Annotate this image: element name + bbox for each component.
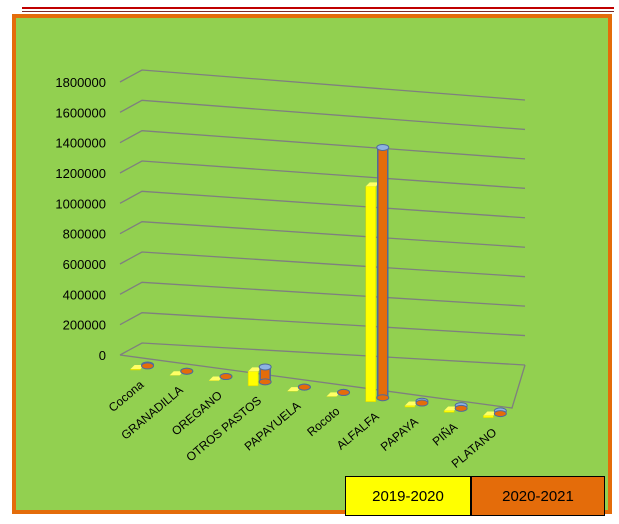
gridlines (119, 69, 526, 409)
x-tick-label: PAPAYA (378, 415, 421, 454)
gridline (119, 342, 526, 366)
chart-frame (12, 14, 612, 514)
legend-label-2020-2021: 2020-2021 (502, 487, 574, 505)
bar-2020-2021-PIÑA (454, 402, 468, 412)
bar-2020-2021-PLATANO (493, 407, 507, 418)
bar-2019-2020-PLATANO (483, 411, 498, 418)
gridline (119, 312, 526, 337)
gridline (119, 251, 526, 278)
bar-2019-2020-Cocona (130, 365, 145, 371)
gridline (119, 69, 526, 101)
legend-label-2019-2020: 2019-2020 (372, 487, 444, 505)
y-tick-label: 1000000 (55, 196, 106, 211)
legend-item-2020-2021: 2020-2021 (471, 476, 605, 516)
bar-2020-2021-Cocona (141, 361, 155, 370)
bar-2019-2020-GRANADILLA (169, 371, 184, 376)
bar-2019-2020-OTROS PASTOS (247, 367, 263, 387)
gridline (119, 160, 526, 189)
bar-2020-2021-ALFALFA (376, 143, 390, 402)
bar-2020-2021-OREGANO (219, 373, 233, 381)
bars (130, 143, 507, 418)
bar-2019-2020-OREGANO (208, 376, 223, 381)
y-tick-label: 0 (99, 348, 106, 363)
bar-2020-2021-PAPAYUELA (297, 383, 311, 391)
y-axis-tick-labels: 0 200000 400000 600000 800000 1000000 1200000 1… (55, 75, 106, 363)
top-rule-shadow (22, 11, 614, 12)
bar-2020-2021-PAPAYA (415, 397, 429, 407)
gridline (119, 190, 526, 219)
legend-item-2019-2020: 2019-2020 (345, 476, 471, 516)
y-tick-label: 800000 (63, 227, 106, 242)
bar-2019-2020-PAPAYA (404, 401, 419, 408)
y-tick-label: 1400000 (55, 136, 106, 151)
gridline (119, 130, 526, 160)
bar-2020-2021-OTROS PASTOS (258, 363, 272, 386)
gridline (119, 281, 526, 307)
y-tick-label: 400000 (63, 287, 106, 302)
bar-2020-2021-Rocoto (337, 388, 351, 396)
x-tick-label: PIÑA (430, 420, 460, 449)
x-tick-label: Rocoto (304, 404, 342, 439)
y-tick-label: 1200000 (55, 166, 106, 181)
bar-2019-2020-ALFALFA (365, 182, 380, 403)
y-tick-label: 1800000 (55, 75, 106, 90)
floor-edge (119, 354, 526, 409)
gridline (119, 99, 526, 131)
top-rule (22, 7, 614, 9)
x-tick-label: Cocona (106, 377, 147, 415)
y-tick-label: 1600000 (55, 105, 106, 120)
gridline (119, 221, 526, 248)
bar-2019-2020-Rocoto (326, 392, 341, 397)
bar-2020-2021-GRANADILLA (180, 367, 194, 375)
y-tick-label: 600000 (63, 257, 106, 272)
y-tick-label: 200000 (63, 318, 106, 333)
bar-2019-2020-PIÑA (443, 406, 459, 413)
bar-2019-2020-PAPAYUELA (287, 387, 302, 392)
